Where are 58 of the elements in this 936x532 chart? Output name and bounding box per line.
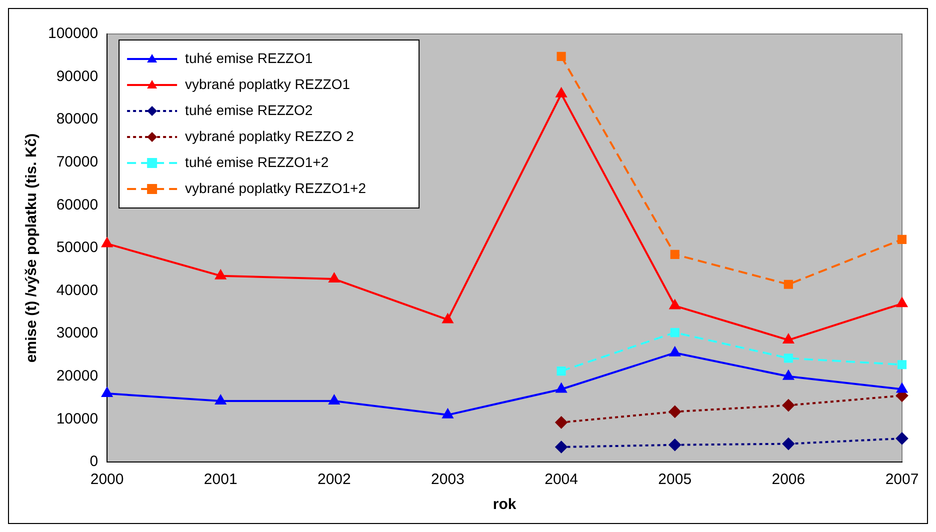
- legend-label: vybrané poplatky REZZO1: [185, 76, 350, 92]
- x-tick-label: 2007: [885, 471, 919, 488]
- y-tick-label: 40000: [56, 282, 98, 299]
- legend-label: tuhé emise REZZO1: [185, 50, 313, 66]
- point: [668, 406, 681, 418]
- point: [555, 416, 568, 428]
- x-tick-label: 2000: [90, 471, 124, 488]
- y-tick-label: 0: [90, 453, 98, 470]
- y-tick-label: 60000: [56, 196, 98, 214]
- point: [102, 238, 112, 248]
- legend-label: vybrané poplatky REZZO1+2: [185, 180, 366, 196]
- point: [556, 383, 567, 393]
- y-tick-label: 30000: [56, 324, 98, 342]
- point: [896, 383, 908, 393]
- y-axis-title: emise (t) /výše poplatku (tis. Kč): [23, 133, 40, 363]
- point: [556, 52, 566, 62]
- x-tick-label: 2001: [204, 471, 238, 488]
- y-tick-label: 100000: [48, 25, 98, 42]
- point: [215, 270, 226, 280]
- point: [102, 388, 112, 398]
- x-tick-label: 2002: [317, 471, 351, 488]
- x-tick-label: 2005: [658, 471, 692, 488]
- point: [328, 395, 340, 405]
- x-tick-label: 2003: [431, 471, 464, 488]
- point: [215, 395, 226, 405]
- point: [782, 399, 794, 412]
- point: [784, 354, 793, 363]
- point: [670, 300, 680, 310]
- point: [783, 370, 794, 380]
- legend-label: tuhé emise REZZO2: [185, 102, 313, 118]
- y-tick-label: 50000: [56, 239, 98, 256]
- point: [670, 250, 680, 259]
- y-tick-label: 80000: [56, 110, 98, 128]
- x-tick-label: 2004: [544, 471, 578, 488]
- y-tick-label: 10000: [56, 410, 98, 428]
- point: [442, 408, 454, 418]
- point: [556, 88, 567, 98]
- y-tick-label: 90000: [56, 68, 98, 85]
- x-tick-label: 2006: [772, 471, 806, 488]
- point: [670, 328, 680, 338]
- point: [784, 280, 793, 289]
- legend-label: tuhé emise REZZO1+2: [185, 154, 329, 170]
- x-axis-title: rok: [492, 496, 517, 514]
- point: [897, 360, 907, 370]
- y-tick-label: 20000: [56, 368, 98, 385]
- point: [782, 438, 794, 450]
- point: [896, 432, 908, 444]
- legend-label: vybrané poplatky REZZO 2: [185, 128, 354, 144]
- y-tick-label: 70000: [56, 154, 98, 171]
- point: [328, 273, 340, 283]
- point: [896, 298, 908, 308]
- point: [556, 366, 566, 376]
- point: [897, 234, 907, 244]
- point: [668, 438, 681, 451]
- point: [555, 441, 568, 454]
- point: [670, 346, 680, 356]
- point: [783, 334, 794, 344]
- point: [442, 314, 454, 324]
